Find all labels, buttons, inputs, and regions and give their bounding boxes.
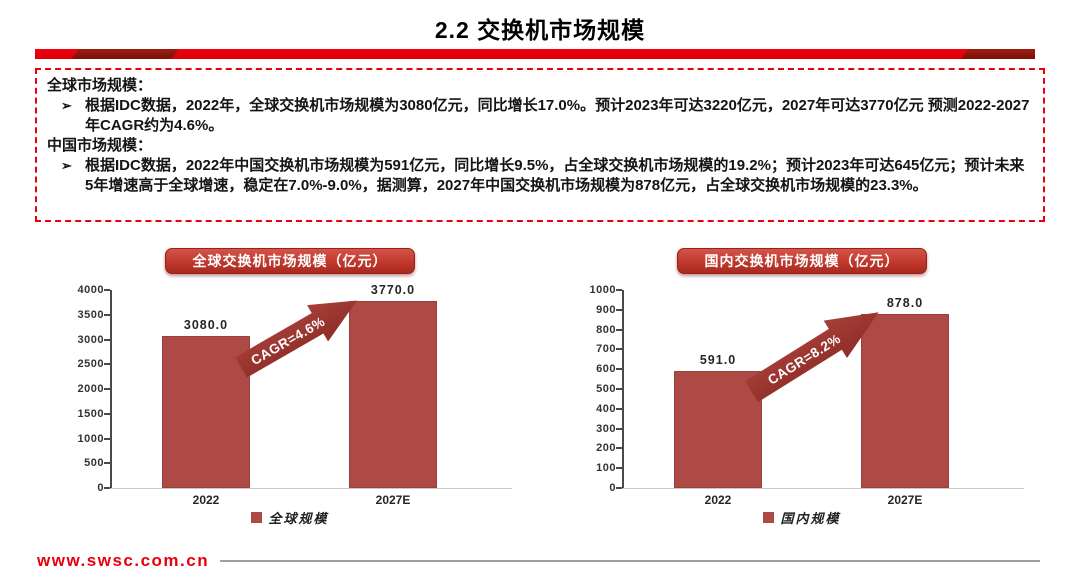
summary-heading-china: 中国市场规模： — [47, 137, 153, 154]
footer-divider-line — [220, 560, 1040, 562]
y-tick-mark — [616, 289, 622, 291]
y-tick-mark — [104, 338, 110, 341]
legend-swatch-icon — [251, 512, 263, 523]
y-tick-label: 200 — [596, 442, 616, 455]
bar-value-label: 3080.0 — [183, 317, 229, 332]
y-tick-label: 3000 — [77, 333, 104, 346]
legend: 国内规模 — [572, 508, 1032, 527]
y-tick-label: 1000 — [77, 432, 104, 445]
y-tick-label: 4000 — [77, 284, 104, 296]
plot-area: 3080.0 3770.0 CAGR=4.6% 2022 2027E — [104, 283, 512, 507]
y-tick-label: 500 — [84, 457, 104, 470]
y-tick-mark — [616, 427, 622, 430]
y-tick-mark — [104, 313, 110, 316]
page-title: 2.2 交换机市场规模 — [434, 17, 646, 43]
y-tick-mark — [616, 447, 622, 450]
y-tick-mark — [104, 437, 110, 440]
x-axis-label-2027e: 2027E — [887, 493, 923, 507]
y-tick-mark — [104, 289, 110, 291]
y-tick-mark — [616, 308, 622, 311]
summary-bullet-global: ➢ 根据IDC数据，2022年，全球交换机市场规模为3080亿元，同比增长17.… — [47, 96, 1031, 136]
legend-label: 全球规模 — [268, 511, 329, 526]
y-tick-label: 500 — [596, 383, 616, 395]
y-tick-label: 2500 — [77, 358, 104, 371]
chart-title-banner: 国内交换机市场规模（亿元） — [677, 248, 927, 274]
y-axis-line — [622, 290, 624, 488]
y-tick-label: 800 — [596, 323, 616, 336]
x-axis-label-2022: 2022 — [704, 493, 732, 507]
y-tick-label: 2000 — [77, 383, 104, 395]
legend-swatch-icon — [763, 512, 775, 523]
y-tick-label: 400 — [596, 402, 616, 415]
y-axis-line — [110, 290, 112, 488]
y-tick-mark — [104, 388, 110, 390]
bullet-arrow-icon: ➢ — [61, 158, 72, 173]
divider-dark-segment-left — [71, 49, 179, 59]
bar-2022: 591.0 — [674, 353, 762, 488]
summary-bullet-china-text: 根据IDC数据，2022年中国交换机市场规模为591亿元，同比增长9.5%，占全… — [85, 157, 1025, 194]
y-tick-label: 0 — [609, 482, 616, 494]
bar-2022: 3080.0 — [162, 318, 250, 488]
x-axis-label-2022: 2022 — [192, 493, 220, 507]
y-tick-label: 3500 — [77, 308, 104, 321]
bar-value-label: 3770.0 — [370, 283, 416, 298]
y-tick-mark — [616, 487, 622, 489]
chart-title-banner: 全球交换机市场规模（亿元） — [165, 248, 415, 274]
bar-2027e: 878.0 — [861, 296, 949, 488]
y-tick-label: 1000 — [589, 284, 616, 296]
summary-bullet-global-text: 根据IDC数据，2022年，全球交换机市场规模为3080亿元，同比增长17.0%… — [85, 97, 1030, 134]
y-tick-label: 300 — [596, 422, 616, 435]
y-tick-mark — [616, 407, 622, 410]
y-tick-label: 600 — [596, 363, 616, 376]
y-tick-mark — [104, 462, 110, 465]
y-tick-mark — [616, 368, 622, 371]
plot-area: 591.0 878.0 CAGR=8.2% 2022 2027E — [616, 289, 1024, 507]
summary-heading-global: 全球市场规模： — [47, 77, 153, 94]
y-tick-label: 100 — [596, 462, 616, 475]
legend: 全球规模 — [60, 508, 520, 527]
summary-box: 全球市场规模： ➢ 根据IDC数据，2022年，全球交换机市场规模为3080亿元… — [35, 68, 1045, 222]
y-tick-mark — [616, 348, 622, 351]
bar-value-label: 591.0 — [699, 352, 737, 367]
y-tick-mark — [616, 467, 622, 470]
y-tick-mark — [104, 412, 110, 415]
footer-url: www.swsc.com.cn — [37, 551, 210, 570]
y-axis-tick-labels: 0 500 1000 1500 2000 2500 3000 3500 4000 — [60, 284, 104, 494]
global-market-chart: 全球交换机市场规模（亿元） 0 500 1000 1500 2000 2500 3000 35… — [60, 246, 520, 538]
divider-dark-segment-right — [961, 49, 1035, 59]
x-axis-label-2027e: 2027E — [375, 493, 411, 507]
title-divider — [35, 49, 1035, 59]
y-tick-mark — [104, 487, 110, 489]
y-axis-tick-labels: 0 100 200 300 400 500 600 700 800 900 1000 — [572, 284, 616, 494]
y-tick-mark — [616, 328, 622, 331]
y-tick-mark — [104, 363, 110, 366]
cagr-arrow: CAGR=4.6% — [230, 282, 367, 385]
y-tick-label: 900 — [596, 303, 616, 316]
domestic-market-chart: 国内交换机市场规模（亿元） 0 100 200 300 400 500 600 700 800 9… — [572, 246, 1032, 538]
y-tick-label: 700 — [596, 343, 616, 356]
x-axis-line — [622, 488, 1024, 489]
summary-bullet-china: ➢ 根据IDC数据，2022年中国交换机市场规模为591亿元，同比增长9.5%，… — [47, 156, 1031, 196]
x-axis-line — [110, 488, 512, 489]
y-tick-label: 1500 — [77, 407, 104, 420]
bullet-arrow-icon: ➢ — [61, 98, 72, 113]
legend-label: 国内规模 — [780, 511, 841, 526]
y-tick-mark — [616, 388, 622, 390]
bar-value-label: 878.0 — [886, 296, 924, 311]
y-tick-label: 0 — [97, 482, 104, 494]
bar-2027e: 3770.0 — [349, 283, 437, 488]
